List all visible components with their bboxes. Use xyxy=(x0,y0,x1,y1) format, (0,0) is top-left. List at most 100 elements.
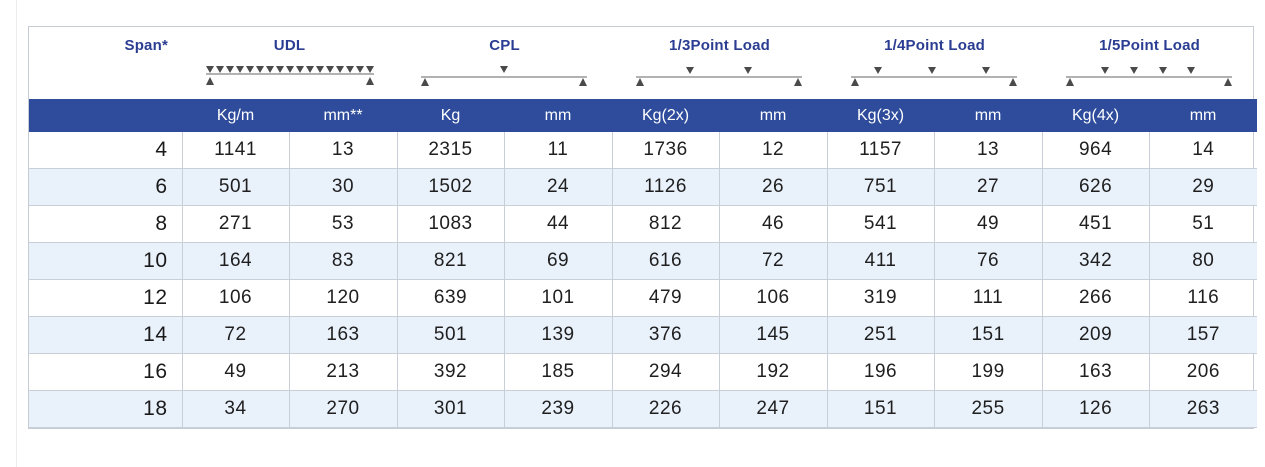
value-cell: 263 xyxy=(1149,390,1258,428)
value-cell: 44 xyxy=(504,205,613,243)
span-cell: 6 xyxy=(29,168,183,206)
value-cell: 13 xyxy=(289,132,398,169)
value-cell: 12 xyxy=(719,132,828,169)
third-point-load-icon xyxy=(636,67,803,86)
fifth-point-header-label: 1/5Point Load xyxy=(1099,37,1201,54)
span-header-cell: Span* xyxy=(29,27,182,99)
value-cell: 80 xyxy=(1149,242,1258,280)
value-cell: 411 xyxy=(827,242,935,280)
span-cell: 14 xyxy=(29,316,183,354)
unit-cell: mm xyxy=(719,99,828,132)
table-row: 18 34 270 301 239 226 247 151 255 126 26… xyxy=(29,390,1258,428)
value-cell: 451 xyxy=(1042,205,1150,243)
value-cell: 120 xyxy=(289,279,398,317)
quarter-point-header-label: 1/4Point Load xyxy=(884,37,986,54)
unit-header-row: Kg/m mm** Kg mm Kg(2x) mm Kg(3x) mm Kg(4… xyxy=(29,99,1258,132)
value-cell: 11 xyxy=(504,132,613,169)
table-row: 16 49 213 392 185 294 192 196 199 163 20… xyxy=(29,353,1258,391)
value-cell: 151 xyxy=(934,316,1043,354)
value-cell: 271 xyxy=(182,205,290,243)
value-cell: 111 xyxy=(934,279,1043,317)
value-cell: 812 xyxy=(612,205,720,243)
unit-cell: Kg/m xyxy=(182,99,289,132)
value-cell: 2315 xyxy=(397,132,505,169)
fifth-point-header-cell: 1/5Point Load xyxy=(1042,27,1257,99)
value-cell: 49 xyxy=(182,353,290,391)
value-cell: 163 xyxy=(1042,353,1150,391)
unit-cell: mm xyxy=(504,99,613,132)
udl-header-cell: UDL xyxy=(182,27,397,99)
span-header-label: Span* xyxy=(124,37,168,54)
value-cell: 69 xyxy=(504,242,613,280)
third-point-header-cell: 1/3Point Load xyxy=(612,27,827,99)
value-cell: 392 xyxy=(397,353,505,391)
value-cell: 1502 xyxy=(397,168,505,206)
value-cell: 479 xyxy=(612,279,720,317)
value-cell: 209 xyxy=(1042,316,1150,354)
value-cell: 251 xyxy=(827,316,935,354)
value-cell: 239 xyxy=(504,390,613,428)
value-cell: 164 xyxy=(182,242,290,280)
value-cell: 751 xyxy=(827,168,935,206)
value-cell: 301 xyxy=(397,390,505,428)
cpl-icon xyxy=(421,66,587,86)
span-cell: 18 xyxy=(29,390,183,428)
udl-header-label: UDL xyxy=(273,37,306,54)
span-cell: 8 xyxy=(29,205,183,243)
value-cell: 255 xyxy=(934,390,1043,428)
value-cell: 34 xyxy=(182,390,290,428)
quarter-point-load-icon xyxy=(851,67,1018,86)
unit-cell: mm** xyxy=(289,99,397,132)
value-cell: 964 xyxy=(1042,132,1150,169)
value-cell: 30 xyxy=(289,168,398,206)
value-cell: 49 xyxy=(934,205,1043,243)
span-cell: 10 xyxy=(29,242,183,280)
value-cell: 106 xyxy=(182,279,290,317)
span-cell: 4 xyxy=(29,132,183,169)
value-cell: 1157 xyxy=(827,132,935,169)
value-cell: 616 xyxy=(612,242,720,280)
unit-cell: Kg xyxy=(397,99,504,132)
value-cell: 821 xyxy=(397,242,505,280)
value-cell: 639 xyxy=(397,279,505,317)
value-cell: 13 xyxy=(934,132,1043,169)
value-cell: 1083 xyxy=(397,205,505,243)
value-cell: 24 xyxy=(504,168,613,206)
value-cell: 53 xyxy=(289,205,398,243)
value-cell: 206 xyxy=(1149,353,1258,391)
cpl-header-label: CPL xyxy=(489,37,520,54)
third-point-header-label: 1/3Point Load xyxy=(669,37,770,54)
value-cell: 72 xyxy=(719,242,828,280)
load-table-frame: Span* UDL xyxy=(28,26,1258,429)
value-cell: 157 xyxy=(1149,316,1258,354)
page-edge-line xyxy=(16,0,17,467)
load-span-table: Span* UDL xyxy=(29,27,1258,428)
value-cell: 151 xyxy=(827,390,935,428)
span-cell: 16 xyxy=(29,353,183,391)
value-cell: 213 xyxy=(289,353,398,391)
value-cell: 163 xyxy=(289,316,398,354)
unit-cell: Kg(2x) xyxy=(612,99,720,132)
value-cell: 1126 xyxy=(612,168,720,206)
value-cell: 101 xyxy=(504,279,613,317)
value-cell: 72 xyxy=(182,316,290,354)
value-cell: 1141 xyxy=(182,132,290,169)
value-cell: 342 xyxy=(1042,242,1150,280)
table-row: 12 106 120 639 101 479 106 319 111 266 1… xyxy=(29,279,1258,317)
value-cell: 139 xyxy=(504,316,613,354)
value-cell: 266 xyxy=(1042,279,1150,317)
value-cell: 319 xyxy=(827,279,935,317)
value-cell: 501 xyxy=(182,168,290,206)
value-cell: 270 xyxy=(289,390,398,428)
value-cell: 83 xyxy=(289,242,398,280)
cpl-header-cell: CPL xyxy=(397,27,612,99)
quarter-point-header-cell: 1/4Point Load xyxy=(827,27,1042,99)
value-cell: 626 xyxy=(1042,168,1150,206)
unit-cell xyxy=(29,99,182,132)
value-cell: 199 xyxy=(934,353,1043,391)
value-cell: 541 xyxy=(827,205,935,243)
unit-cell: Kg(3x) xyxy=(827,99,935,132)
table-row: 10 164 83 821 69 616 72 411 76 342 80 xyxy=(29,242,1258,280)
value-cell: 196 xyxy=(827,353,935,391)
table-row: 14 72 163 501 139 376 145 251 151 209 15… xyxy=(29,316,1258,354)
